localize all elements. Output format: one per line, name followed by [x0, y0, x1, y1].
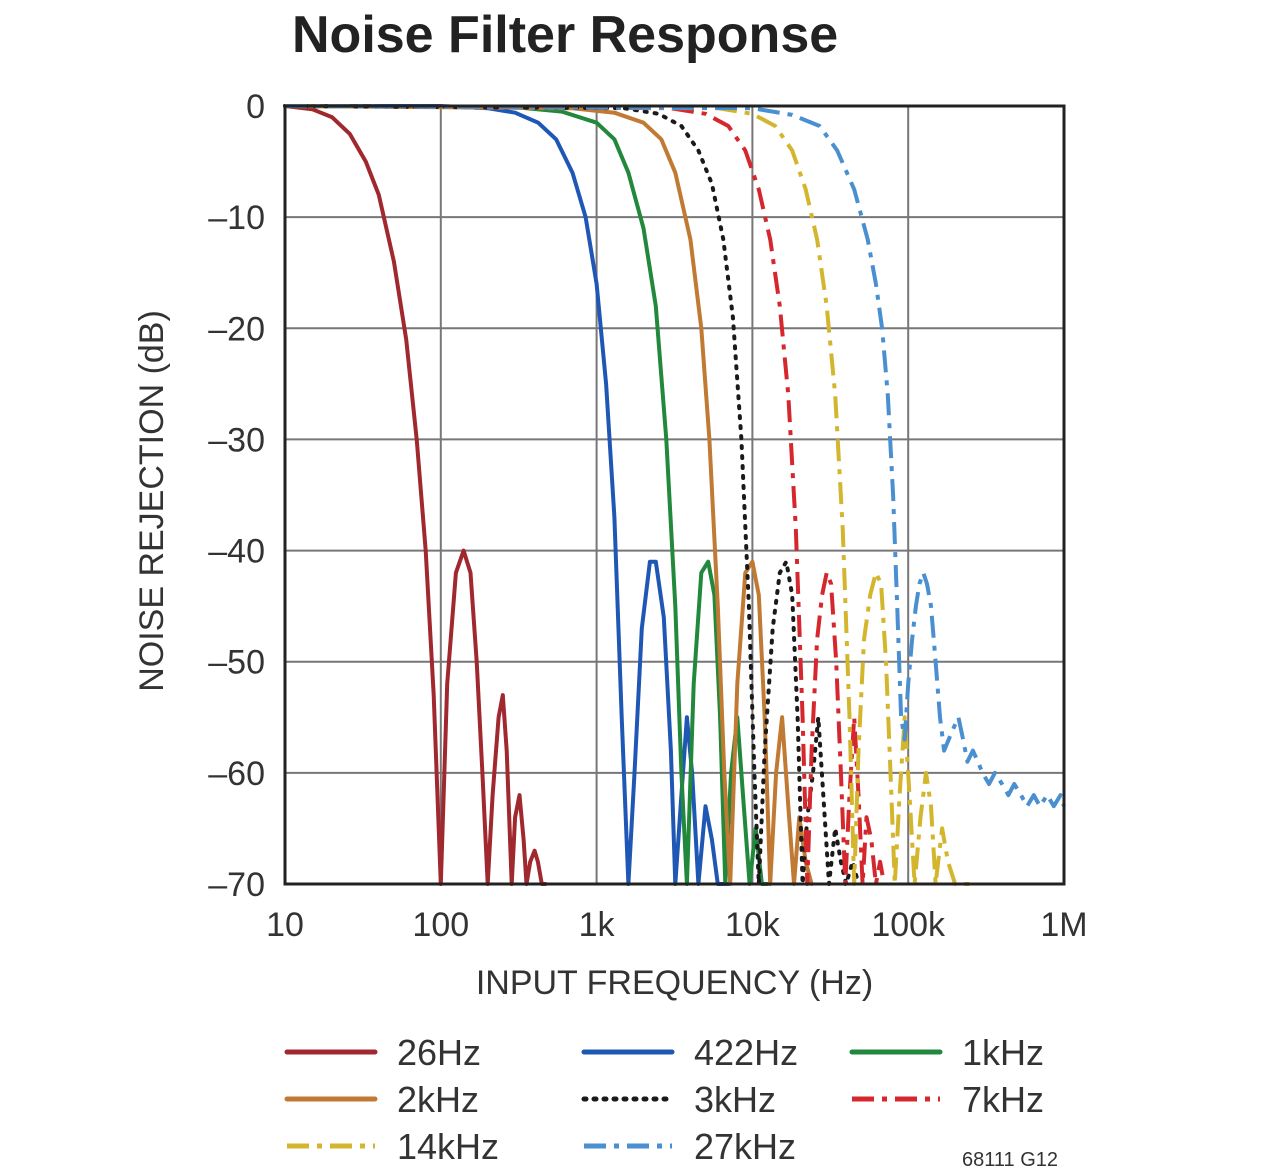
x-tick-label-10k: 10k — [725, 906, 781, 944]
y-tick-label--60: –60 — [208, 755, 265, 793]
x-tick-label-100k: 100k — [871, 906, 946, 944]
figure-id: 68111 G12 — [962, 1149, 1058, 1171]
x-tick-label-10: 10 — [266, 906, 304, 944]
plot-frame — [283, 104, 1066, 886]
y-tick-label--30: –30 — [208, 421, 265, 459]
legend-label-3khz: 3kHz — [694, 1079, 776, 1120]
legend: 26Hz 422Hz 1kHz 2kHz 3kHz 7kHz 14kHz 27kHz — [284, 1032, 1044, 1167]
series-line-2khz — [283, 104, 814, 886]
legend-label-14khz: 14kHz — [397, 1126, 499, 1167]
series-line-26hz — [283, 104, 548, 886]
x-axis-label: INPUT FREQUENCY (Hz) — [476, 964, 873, 1002]
legend-label-422hz: 422Hz — [694, 1032, 798, 1073]
legend-label-1khz: 1kHz — [962, 1032, 1044, 1073]
chart-title: Noise Filter Response — [292, 6, 838, 64]
tick-labels: 10 100 1k 10k 100k 1M 0 –10 –20 –30 –40 –50 –60 –70 — [208, 88, 1087, 944]
legend-label-26hz: 26Hz — [397, 1032, 481, 1073]
series-line-3khz — [283, 104, 861, 886]
x-tick-label-100: 100 — [412, 906, 469, 944]
series-line-14khz — [284, 104, 973, 886]
y-axis-label: NOISE REJECTION (dB) — [133, 310, 171, 692]
y-tick-label--20: –20 — [208, 310, 265, 348]
y-tick-label--50: –50 — [208, 644, 265, 682]
legend-label-2khz: 2kHz — [397, 1079, 479, 1120]
series-line-422hz — [283, 104, 731, 886]
y-tick-label--70: –70 — [208, 866, 265, 904]
series-line-27khz — [284, 104, 1066, 809]
series-line-7khz — [284, 104, 887, 886]
plot-area — [283, 104, 1066, 886]
grid — [284, 105, 1065, 885]
x-tick-label-1k: 1k — [579, 906, 616, 944]
y-tick-label--40: –40 — [208, 533, 265, 571]
x-tick-label-1m: 1M — [1040, 906, 1087, 944]
y-tick-label-0: 0 — [246, 88, 265, 126]
legend-label-27khz: 27kHz — [694, 1126, 796, 1167]
series-line-1khz — [283, 104, 770, 886]
y-tick-label--10: –10 — [208, 199, 265, 237]
legend-label-7khz: 7kHz — [962, 1079, 1044, 1120]
